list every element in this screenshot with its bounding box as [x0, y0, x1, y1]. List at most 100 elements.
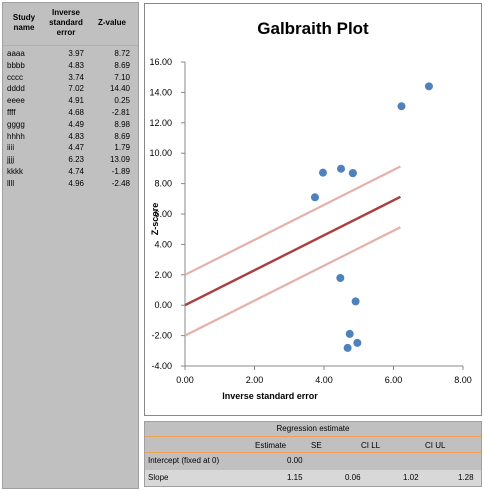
- regression-lines: [184, 165, 401, 337]
- table-row: dddd 7.02 14.40: [3, 83, 138, 95]
- inverse-se-cell: 4.96: [68, 178, 84, 188]
- z-value-cell: -2.81: [111, 108, 130, 117]
- y-tick-label: 12.00: [149, 118, 172, 128]
- chart-title: Galbraith Plot: [257, 19, 369, 38]
- row-label: Intercept (fixed at 0): [148, 456, 220, 465]
- study-name-cell: kkkk: [7, 167, 23, 176]
- study-name-cell: dddd: [7, 84, 25, 94]
- y-tick-label: 10.00: [149, 148, 172, 158]
- data-point: [336, 273, 345, 282]
- header-inverse-se-line3: error: [56, 28, 76, 37]
- header-ci-ll: CI LL: [361, 441, 381, 450]
- regression-estimate-table: Regression estimate Estimate SE CI LL CI…: [144, 421, 482, 487]
- regression-line: [184, 195, 401, 307]
- y-tick-label: 8.00: [154, 179, 172, 189]
- header-study-name-line1: Study: [12, 13, 36, 22]
- header-inverse-se: Inverse standard error: [45, 8, 87, 38]
- z-value-cell: -2.48: [111, 178, 130, 188]
- x-axis-ticks: 0.00 2.00 4.00 6.00 8.00: [176, 366, 472, 385]
- regression-header-divider: [145, 452, 481, 453]
- regression-title: Regression estimate: [276, 424, 350, 433]
- study-name-cell: ffff: [7, 108, 16, 117]
- study-name-cell: bbbb: [7, 60, 25, 70]
- regression-row-slope: Slope 1.15 0.06 1.02 1.28: [145, 470, 481, 486]
- data-point: [337, 164, 346, 173]
- header-inverse-se-line2: standard: [49, 18, 83, 27]
- axes: [184, 62, 463, 367]
- table-row: llll 4.96 -2.48: [3, 178, 138, 190]
- y-tick-label: 16.00: [149, 57, 172, 67]
- inverse-se-cell: 4.91: [68, 96, 84, 106]
- regression-row-intercept: Intercept (fixed at 0) 0.00: [145, 453, 481, 469]
- x-tick-label: 8.00: [454, 375, 472, 385]
- z-value-cell: -1.89: [111, 167, 130, 176]
- inverse-se-cell: 6.23: [68, 155, 84, 165]
- confidence-line: [184, 165, 401, 276]
- header-z-value-line1: Z-value: [97, 18, 126, 27]
- data-point: [348, 169, 357, 178]
- table-row: hhhh 4.83 8.69: [3, 131, 138, 143]
- header-inverse-se-line1: Inverse: [51, 8, 81, 17]
- data-point: [343, 343, 352, 352]
- intercept-estimate: 0.00: [287, 456, 303, 465]
- table-row: cccc 3.74 7.10: [3, 72, 138, 84]
- y-tick-label: 0.00: [154, 300, 172, 310]
- confidence-line: [184, 226, 401, 337]
- y-tick-label: 14.00: [149, 87, 172, 97]
- galbraith-chart: Galbraith Plot 16.00 14.00 12.00 10.00 8.00 6…: [144, 3, 482, 416]
- x-tick-label: 6.00: [385, 375, 403, 385]
- inverse-se-cell: 4.74: [68, 167, 84, 176]
- study-name-cell: aaaa: [7, 49, 25, 58]
- data-point: [397, 102, 406, 111]
- inverse-se-cell: 4.68: [68, 108, 84, 117]
- header-z-value: Z-value: [89, 18, 135, 28]
- data-point: [345, 329, 354, 338]
- header-estimate: Estimate: [255, 441, 287, 450]
- data-point: [310, 193, 319, 202]
- study-name-cell: hhhh: [7, 131, 25, 141]
- header-study-name: Study name: [9, 13, 39, 33]
- data-point: [318, 168, 327, 177]
- study-table: Study name Inverse standard error Z-valu…: [2, 2, 139, 489]
- z-value-cell: 0.25: [114, 96, 130, 106]
- study-name-cell: cccc: [7, 72, 23, 82]
- slope-se: 0.06: [345, 473, 361, 482]
- header-ci-ul: CI UL: [425, 441, 446, 450]
- x-tick-label: 0.00: [176, 375, 194, 385]
- z-value-cell: 13.09: [109, 155, 130, 165]
- z-value-cell: 8.69: [114, 131, 130, 141]
- z-value-cell: 1.79: [114, 143, 130, 153]
- z-value-cell: 8.98: [114, 119, 130, 129]
- inverse-se-cell: 3.97: [68, 49, 84, 58]
- chart-svg: Galbraith Plot 16.00 14.00 12.00 10.00 8.00 6…: [149, 19, 472, 401]
- study-table-header: Study name Inverse standard error Z-valu…: [3, 3, 138, 46]
- table-row: ffff 4.68 -2.81: [3, 107, 138, 119]
- x-tick-label: 4.00: [315, 375, 333, 385]
- row-label: Slope: [148, 473, 169, 482]
- slope-estimate: 1.15: [287, 473, 303, 482]
- study-name-cell: iiii: [7, 143, 15, 153]
- table-row: aaaa 3.97 8.72: [3, 48, 138, 60]
- inverse-se-cell: 4.47: [68, 143, 84, 153]
- y-tick-label: -2.00: [151, 331, 172, 341]
- y-tick-label: 4.00: [154, 239, 172, 249]
- table-row: jjjj 6.23 13.09: [3, 154, 138, 166]
- slope-ci-ul: 1.28: [458, 473, 474, 482]
- inverse-se-cell: 4.83: [68, 131, 84, 141]
- study-name-cell: llll: [7, 178, 15, 188]
- data-point: [424, 82, 433, 91]
- slope-ci-ll: 1.02: [403, 473, 419, 482]
- x-axis-label: Inverse standard error: [222, 391, 318, 401]
- table-row: gggg 4.49 8.98: [3, 119, 138, 131]
- z-value-cell: 8.72: [114, 49, 130, 58]
- header-se: SE: [311, 441, 322, 450]
- study-name-cell: eeee: [7, 96, 25, 106]
- table-row: kkkk 4.74 -1.89: [3, 166, 138, 178]
- y-tick-label: 2.00: [154, 270, 172, 280]
- z-value-cell: 7.10: [114, 72, 130, 82]
- y-tick-label: 6.00: [154, 209, 172, 219]
- table-row: iiii 4.47 1.79: [3, 142, 138, 154]
- inverse-se-cell: 7.02: [68, 84, 84, 94]
- z-value-cell: 8.69: [114, 60, 130, 70]
- x-tick-label: 2.00: [246, 375, 264, 385]
